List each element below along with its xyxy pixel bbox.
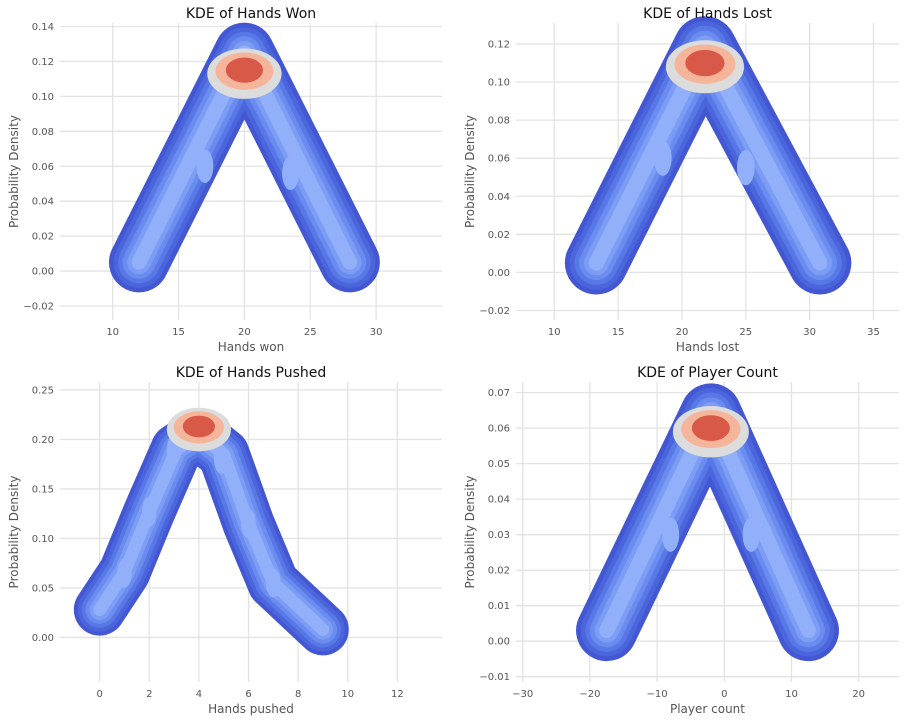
y-tick-label: 0.02 xyxy=(32,232,54,243)
x-tick-label: 10 xyxy=(341,689,354,700)
chart-title: KDE of Hands Won xyxy=(186,6,316,22)
y-tick-label: 0.02 xyxy=(488,566,510,577)
x-axis-label: Hands pushed xyxy=(208,702,294,716)
density-blob-2 xyxy=(737,149,755,186)
x-tick-label: 10 xyxy=(548,327,561,338)
x-tick-label: 0 xyxy=(721,689,727,700)
x-tick-label: 4 xyxy=(196,689,202,700)
density-blob-2 xyxy=(282,156,299,191)
x-tick-label: 20 xyxy=(852,689,865,700)
x-tick-label: 30 xyxy=(370,327,383,338)
y-tick-label: 0.02 xyxy=(488,230,510,241)
x-tick-label: 30 xyxy=(803,327,816,338)
chart-panel-2: 10 15 20 25 30 35 −0.02 0.00 0.02 0.04 0.06 0.08 0.1… xyxy=(463,6,899,354)
density-blob-5 xyxy=(117,558,132,588)
density-blob-2 xyxy=(742,517,760,552)
y-axis-label: Probability Density xyxy=(7,115,21,228)
y-tick-label: 0.05 xyxy=(488,459,510,470)
y-tick-label: 0.04 xyxy=(488,495,510,506)
x-tick-label: 8 xyxy=(295,689,301,700)
y-tick-label: 0.05 xyxy=(32,583,54,594)
y-axis-label: Probability Density xyxy=(7,476,21,589)
y-tick-label: 0.14 xyxy=(32,22,54,33)
chart-title: KDE of Hands Pushed xyxy=(176,365,327,381)
kde-bands xyxy=(108,22,380,293)
peak-level-core xyxy=(685,49,725,77)
density-blob-6 xyxy=(266,568,281,598)
x-axis-label: Hands lost xyxy=(676,340,740,354)
x-tick-label: 15 xyxy=(172,327,185,338)
y-tick-label: 0.06 xyxy=(32,162,54,173)
x-tick-label: 15 xyxy=(612,327,625,338)
y-axis-label: Probability Density xyxy=(463,476,477,589)
y-tick-label: 0.03 xyxy=(488,530,510,541)
chart-title: KDE of Player Count xyxy=(637,365,778,381)
x-tick-label: −20 xyxy=(579,689,600,700)
y-tick-label: 0.10 xyxy=(32,92,54,103)
y-tick-label: 0.04 xyxy=(32,197,54,208)
x-tick-label: 0 xyxy=(97,689,103,700)
y-tick-label: 0.20 xyxy=(32,435,54,446)
y-tick-label: 0.12 xyxy=(32,57,54,68)
density-blob-1 xyxy=(196,149,214,184)
x-tick-label: 10 xyxy=(106,327,119,338)
y-tick-label: 0.15 xyxy=(32,484,54,495)
kde-bands xyxy=(576,383,839,662)
x-tick-label: 35 xyxy=(867,327,880,338)
chart-panel-4: −30 −20 −10 0 10 20 −0.01 0.00 0.01 0.02 0.03 0.04 0… xyxy=(463,365,899,716)
y-tick-label: 0.25 xyxy=(32,385,54,396)
chart-panel-3: 0 2 4 6 8 10 12 0.00 0.05 0.10 0.15 0.20 0.25 KDE of … xyxy=(7,365,442,716)
density-blob-1 xyxy=(654,140,672,176)
density-blob-3 xyxy=(141,497,157,527)
x-tick-label: 12 xyxy=(391,689,404,700)
y-axis-label: Probability Density xyxy=(463,115,477,228)
y-tick-label: 0.01 xyxy=(488,601,510,612)
y-tick-label: 0.07 xyxy=(488,388,510,399)
y-tick-label: 0.06 xyxy=(488,154,510,165)
y-tick-label: 0.04 xyxy=(488,192,510,203)
x-axis-label: Hands won xyxy=(218,340,284,354)
x-tick-label: 2 xyxy=(146,689,152,700)
y-tick-label: 0.08 xyxy=(32,127,54,138)
density-blob-2 xyxy=(213,444,229,474)
y-tick-label: 0.00 xyxy=(32,267,54,278)
x-tick-label: −10 xyxy=(647,689,668,700)
kde-bands xyxy=(564,16,852,295)
y-tick-label: −0.01 xyxy=(479,672,510,683)
y-tick-label: 0.00 xyxy=(488,268,510,279)
y-tick-label: 0.10 xyxy=(32,534,54,545)
chart-panel-1: 10 15 20 25 30 −0.02 0.00 0.02 0.04 0.06 0.08 0.10 0… xyxy=(7,6,442,354)
x-tick-label: 25 xyxy=(304,327,317,338)
x-tick-label: 20 xyxy=(238,327,251,338)
peak-level-core xyxy=(691,415,730,442)
peak-level-core xyxy=(225,57,264,83)
chart-title: KDE of Hands Lost xyxy=(643,6,772,22)
peak-level-core xyxy=(182,415,216,438)
kde-bands xyxy=(73,407,349,656)
x-axis-label: Player count xyxy=(670,702,745,716)
y-tick-label: 0.12 xyxy=(488,39,510,50)
x-tick-label: 10 xyxy=(785,689,798,700)
x-tick-label: 20 xyxy=(676,327,689,338)
y-tick-label: 0.08 xyxy=(488,116,510,127)
y-tick-label: 0.10 xyxy=(488,78,510,89)
density-blob-1 xyxy=(661,517,680,552)
y-tick-label: −0.02 xyxy=(479,306,510,317)
y-tick-label: 0.00 xyxy=(488,637,510,648)
x-tick-label: 6 xyxy=(245,689,251,700)
x-tick-label: 25 xyxy=(739,327,752,338)
x-tick-label: −30 xyxy=(512,689,533,700)
density-blob-4 xyxy=(241,509,256,539)
y-tick-label: 0.00 xyxy=(32,633,54,644)
y-tick-label: 0.06 xyxy=(488,424,510,435)
y-tick-label: −0.02 xyxy=(23,302,54,313)
